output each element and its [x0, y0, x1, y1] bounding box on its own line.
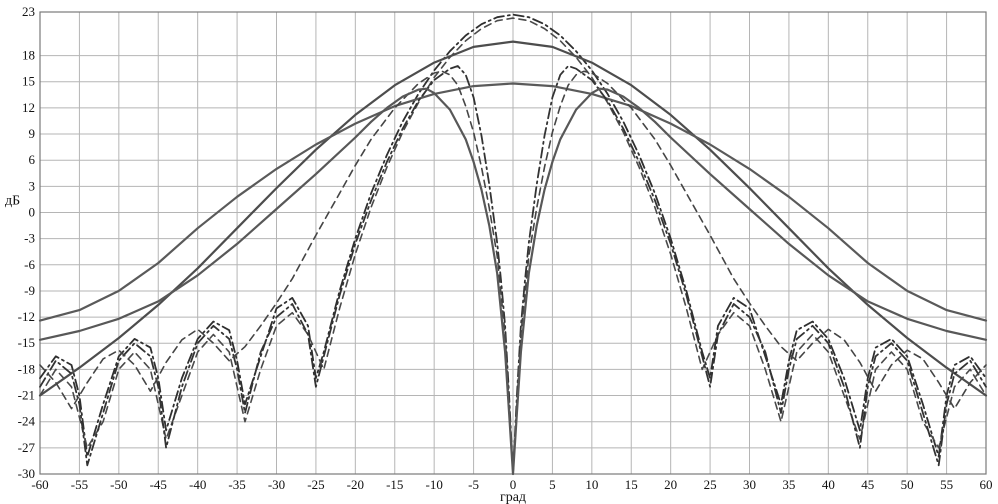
x-tick-label: 45 [861, 477, 874, 492]
x-tick-label: -5 [468, 477, 479, 492]
y-axis-label: дБ [5, 193, 20, 208]
x-tick-label: -15 [386, 477, 403, 492]
x-tick-label: 40 [822, 477, 835, 492]
x-tick-label: 10 [585, 477, 598, 492]
y-tick-label: -3 [24, 231, 35, 246]
y-tick-label: 15 [22, 74, 35, 89]
difference-pattern-wide-solid [38, 87, 988, 476]
x-tick-label: -25 [307, 477, 324, 492]
y-tick-label: -24 [18, 414, 36, 429]
x-tick-label: -10 [425, 477, 442, 492]
sum-pattern-narrow-dashed [39, 17, 987, 449]
x-tick-label: -60 [31, 477, 48, 492]
x-tick-label: -20 [347, 477, 364, 492]
x-tick-label: -50 [110, 477, 127, 492]
y-tick-label: -18 [18, 361, 35, 376]
x-tick-label: -35 [228, 477, 245, 492]
y-tick-label: 3 [29, 178, 36, 193]
x-tick-label: -55 [71, 477, 88, 492]
x-tick-label: 15 [625, 477, 638, 492]
x-tick-label: 60 [980, 477, 993, 492]
x-tick-label: 50 [901, 477, 914, 492]
y-tick-label: 18 [22, 48, 35, 63]
x-tick-label: 55 [940, 477, 953, 492]
y-tick-label: 9 [29, 126, 36, 141]
x-tick-label: 30 [743, 477, 756, 492]
y-tick-label: -12 [18, 309, 35, 324]
y-tick-label: -9 [24, 283, 35, 298]
y-tick-label: -6 [24, 257, 35, 272]
y-tick-label: 0 [29, 204, 36, 219]
y-tick-label: 23 [22, 4, 35, 19]
y-tick-label: -27 [18, 440, 36, 455]
x-axis-label: град [500, 490, 526, 504]
x-tick-label: 5 [549, 477, 556, 492]
sum-pattern-wide-solid [38, 82, 988, 322]
y-tick-label: 6 [29, 152, 36, 167]
y-tick-label: -15 [18, 335, 35, 350]
y-tick-label: -30 [18, 466, 35, 481]
x-tick-label: 35 [782, 477, 795, 492]
x-tick-label: 25 [704, 477, 717, 492]
sum-pattern-mid-solid [38, 40, 988, 397]
x-tick-label: -30 [268, 477, 285, 492]
x-tick-label: -45 [150, 477, 167, 492]
x-tick-label: 20 [664, 477, 677, 492]
sum-pattern-narrow-dashdot [39, 13, 987, 458]
x-tick-label: -40 [189, 477, 206, 492]
x-tick-label: 0 [510, 477, 517, 492]
y-tick-label: -21 [18, 388, 35, 403]
y-tick-label: 12 [22, 100, 35, 115]
